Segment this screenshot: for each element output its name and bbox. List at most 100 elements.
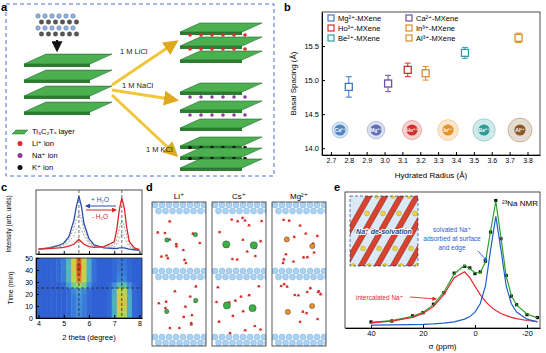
x-axis-title: σ (ppm) — [428, 342, 456, 351]
heatmap-cell — [81, 306, 86, 312]
y-axis-title: Intensity (arb. units) — [5, 195, 13, 252]
water-oxygen — [306, 291, 309, 294]
water-oxygen — [165, 300, 168, 303]
tick: 14.5 — [304, 110, 325, 119]
ti-atom — [226, 334, 232, 340]
ti-atom — [159, 202, 165, 208]
ti-atom — [247, 334, 253, 340]
heatmap-cell — [46, 258, 51, 264]
na-ion — [391, 196, 396, 198]
water-oxygen — [175, 245, 178, 248]
line — [39, 198, 140, 250]
ion — [284, 237, 289, 242]
water-oxygen — [299, 320, 302, 323]
heatmap-cell — [127, 306, 132, 312]
tick-mark — [438, 152, 439, 155]
legend: Mg²⁺-MXeneCa²⁺-MXeneHo³⁺-MXeneIn³⁺-MXene… — [328, 14, 458, 43]
x-axis — [37, 251, 143, 255]
heatmap-cell — [107, 282, 112, 288]
ti-atom — [191, 340, 197, 346]
layer — [180, 159, 262, 168]
tick: 3.2 — [416, 152, 426, 164]
heatmap-cell — [92, 288, 97, 294]
ti-atom — [247, 268, 253, 274]
tick-mark — [322, 80, 325, 81]
heatmap-cell — [122, 276, 127, 282]
heatmap-cell — [61, 300, 66, 306]
heatmap-cell — [66, 276, 71, 282]
tick: 15.0 — [304, 76, 325, 85]
heatmap-cell — [102, 276, 107, 282]
tick: 30 — [25, 279, 39, 286]
ion-label: Ho³⁺ — [406, 127, 418, 133]
heatmap-cell — [46, 288, 51, 294]
layer — [180, 37, 262, 46]
heatmap-cell — [61, 282, 66, 288]
ion — [210, 113, 214, 117]
tick-mark — [527, 325, 528, 328]
legend-label: Ca²⁺-MXene — [416, 14, 458, 23]
inset — [350, 196, 418, 266]
tick: 0 — [29, 315, 39, 322]
heatmap-cell — [117, 282, 122, 288]
tick-mark — [89, 251, 90, 254]
ti-atom — [293, 268, 299, 274]
water-oxygen — [288, 219, 291, 222]
layer-side — [180, 110, 242, 113]
water-oxygen — [168, 220, 171, 223]
na-ion — [413, 211, 418, 216]
heatmap-cell — [41, 300, 46, 306]
heatmap-cell — [137, 276, 142, 282]
tick: 15.5 — [304, 42, 325, 51]
ti-atom — [212, 334, 218, 340]
ion-halo — [402, 120, 421, 139]
heatmap-cell — [81, 312, 86, 318]
atom — [46, 32, 51, 37]
tick-mark — [89, 315, 90, 318]
water-oxygen — [259, 328, 262, 331]
ion — [188, 157, 192, 161]
atom — [60, 20, 65, 25]
heatmap-cell — [56, 300, 61, 306]
ti-atom — [216, 274, 222, 280]
heatmap-cell — [92, 300, 97, 306]
point — [404, 66, 411, 73]
ti-atom — [223, 274, 229, 280]
heatmap-cell — [127, 312, 132, 318]
tick-mark — [385, 152, 386, 155]
arrow-label: 1 M LiCl — [120, 47, 148, 56]
ti-atom — [307, 334, 313, 340]
heatmap-cell — [117, 294, 122, 300]
heatmap-cell — [132, 300, 137, 306]
point — [345, 83, 352, 90]
tick-mark — [139, 251, 140, 254]
heatmap-cell — [117, 306, 122, 312]
ti-atom — [293, 334, 299, 340]
ion — [243, 95, 247, 99]
heatmap-cell — [56, 258, 61, 264]
plot-frame — [345, 192, 540, 328]
snapshot-bg — [272, 202, 326, 346]
heatmap-cell — [51, 270, 56, 276]
heatmap-cell — [92, 294, 97, 300]
water-oxygen — [241, 217, 244, 220]
ion — [310, 303, 315, 308]
heatmap-cell — [81, 300, 86, 306]
panel-label: a — [1, 1, 8, 13]
line — [39, 196, 140, 250]
tick-mark — [36, 294, 39, 295]
ion-halo — [473, 119, 495, 141]
water-oxygen — [292, 260, 295, 263]
ti-atom — [233, 334, 239, 340]
ion — [250, 242, 257, 249]
ti-atom — [321, 334, 326, 340]
tick: 7 — [113, 315, 117, 327]
heatmap-cell — [46, 270, 51, 276]
heatmap-cell — [137, 306, 142, 312]
ti-atom — [201, 268, 206, 274]
layer-side — [24, 64, 90, 67]
ion — [188, 33, 192, 37]
heatmap-cell — [46, 312, 51, 318]
ti-atom — [184, 340, 190, 346]
water — [317, 291, 321, 292]
